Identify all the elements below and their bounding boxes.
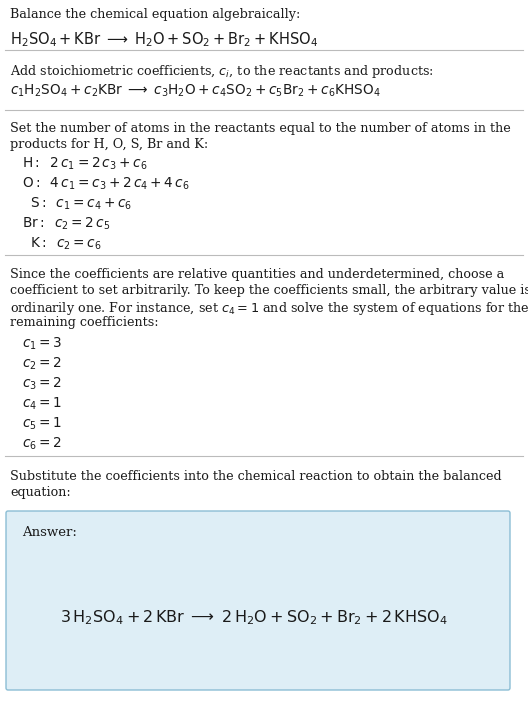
Text: $c_5 = 1$: $c_5 = 1$ [22,416,62,432]
Text: $\mathsf{Br:}\;\; c_2 = 2\,c_5$: $\mathsf{Br:}\;\; c_2 = 2\,c_5$ [22,216,110,233]
Text: Set the number of atoms in the reactants equal to the number of atoms in the: Set the number of atoms in the reactants… [10,122,511,135]
Text: $c_1 \mathsf{H_2SO_4} + c_2 \mathsf{KBr} \;\longrightarrow\; c_3 \mathsf{H_2O} +: $c_1 \mathsf{H_2SO_4} + c_2 \mathsf{KBr}… [10,83,381,99]
FancyBboxPatch shape [6,511,510,690]
Text: $c_4 = 1$: $c_4 = 1$ [22,396,62,412]
Text: Substitute the coefficients into the chemical reaction to obtain the balanced: Substitute the coefficients into the che… [10,470,502,483]
Text: coefficient to set arbitrarily. To keep the coefficients small, the arbitrary va: coefficient to set arbitrarily. To keep … [10,284,528,297]
Text: $\mathsf{O:}\;\; 4\,c_1 = c_3 + 2\,c_4 + 4\,c_6$: $\mathsf{O:}\;\; 4\,c_1 = c_3 + 2\,c_4 +… [22,176,190,192]
Text: Since the coefficients are relative quantities and underdetermined, choose a: Since the coefficients are relative quan… [10,268,504,281]
Text: $3\,\mathsf{H_2SO_4} + 2\,\mathsf{KBr} \;\longrightarrow\; 2\,\mathsf{H_2O} + \m: $3\,\mathsf{H_2SO_4} + 2\,\mathsf{KBr} \… [60,609,448,628]
Text: $c_2 = 2$: $c_2 = 2$ [22,356,62,373]
Text: Answer:: Answer: [22,526,77,539]
Text: $\mathsf{S:}\;\; c_1 = c_4 + c_6$: $\mathsf{S:}\;\; c_1 = c_4 + c_6$ [30,196,132,213]
Text: $c_3 = 2$: $c_3 = 2$ [22,376,62,393]
Text: $\mathsf{H:}\;\; 2\,c_1 = 2\,c_3 + c_6$: $\mathsf{H:}\;\; 2\,c_1 = 2\,c_3 + c_6$ [22,156,147,172]
Text: $\mathsf{H_2SO_4 + KBr \;\longrightarrow\; H_2O + SO_2 + Br_2 + KHSO_4}$: $\mathsf{H_2SO_4 + KBr \;\longrightarrow… [10,30,318,49]
Text: ordinarily one. For instance, set $c_4 = 1$ and solve the system of equations fo: ordinarily one. For instance, set $c_4 =… [10,300,528,317]
Text: Balance the chemical equation algebraically:: Balance the chemical equation algebraica… [10,8,300,21]
Text: $c_6 = 2$: $c_6 = 2$ [22,436,62,452]
Text: Add stoichiometric coefficients, $c_i$, to the reactants and products:: Add stoichiometric coefficients, $c_i$, … [10,63,434,80]
Text: products for H, O, S, Br and K:: products for H, O, S, Br and K: [10,138,208,151]
Text: remaining coefficients:: remaining coefficients: [10,316,158,329]
Text: equation:: equation: [10,486,71,499]
Text: $\mathsf{K:}\;\; c_2 = c_6$: $\mathsf{K:}\;\; c_2 = c_6$ [30,236,102,253]
Text: $c_1 = 3$: $c_1 = 3$ [22,336,62,353]
